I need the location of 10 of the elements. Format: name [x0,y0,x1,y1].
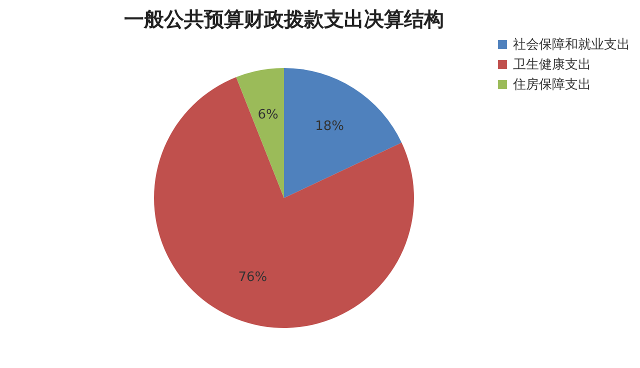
data-label: 76% [238,270,268,286]
pie-slice [284,68,402,198]
data-label: 6% [258,108,278,123]
pie-slice [154,77,414,328]
chart-title: 一般公共预算财政拨款支出决算结构 [124,7,444,31]
legend-label: 住房保障支出 [512,76,591,92]
legend-label: 社会保障和就业支出 [513,38,630,52]
pie-slice [236,68,284,198]
data-label: 18% [315,119,344,134]
legend-label: 卫生健康支出 [513,58,591,72]
